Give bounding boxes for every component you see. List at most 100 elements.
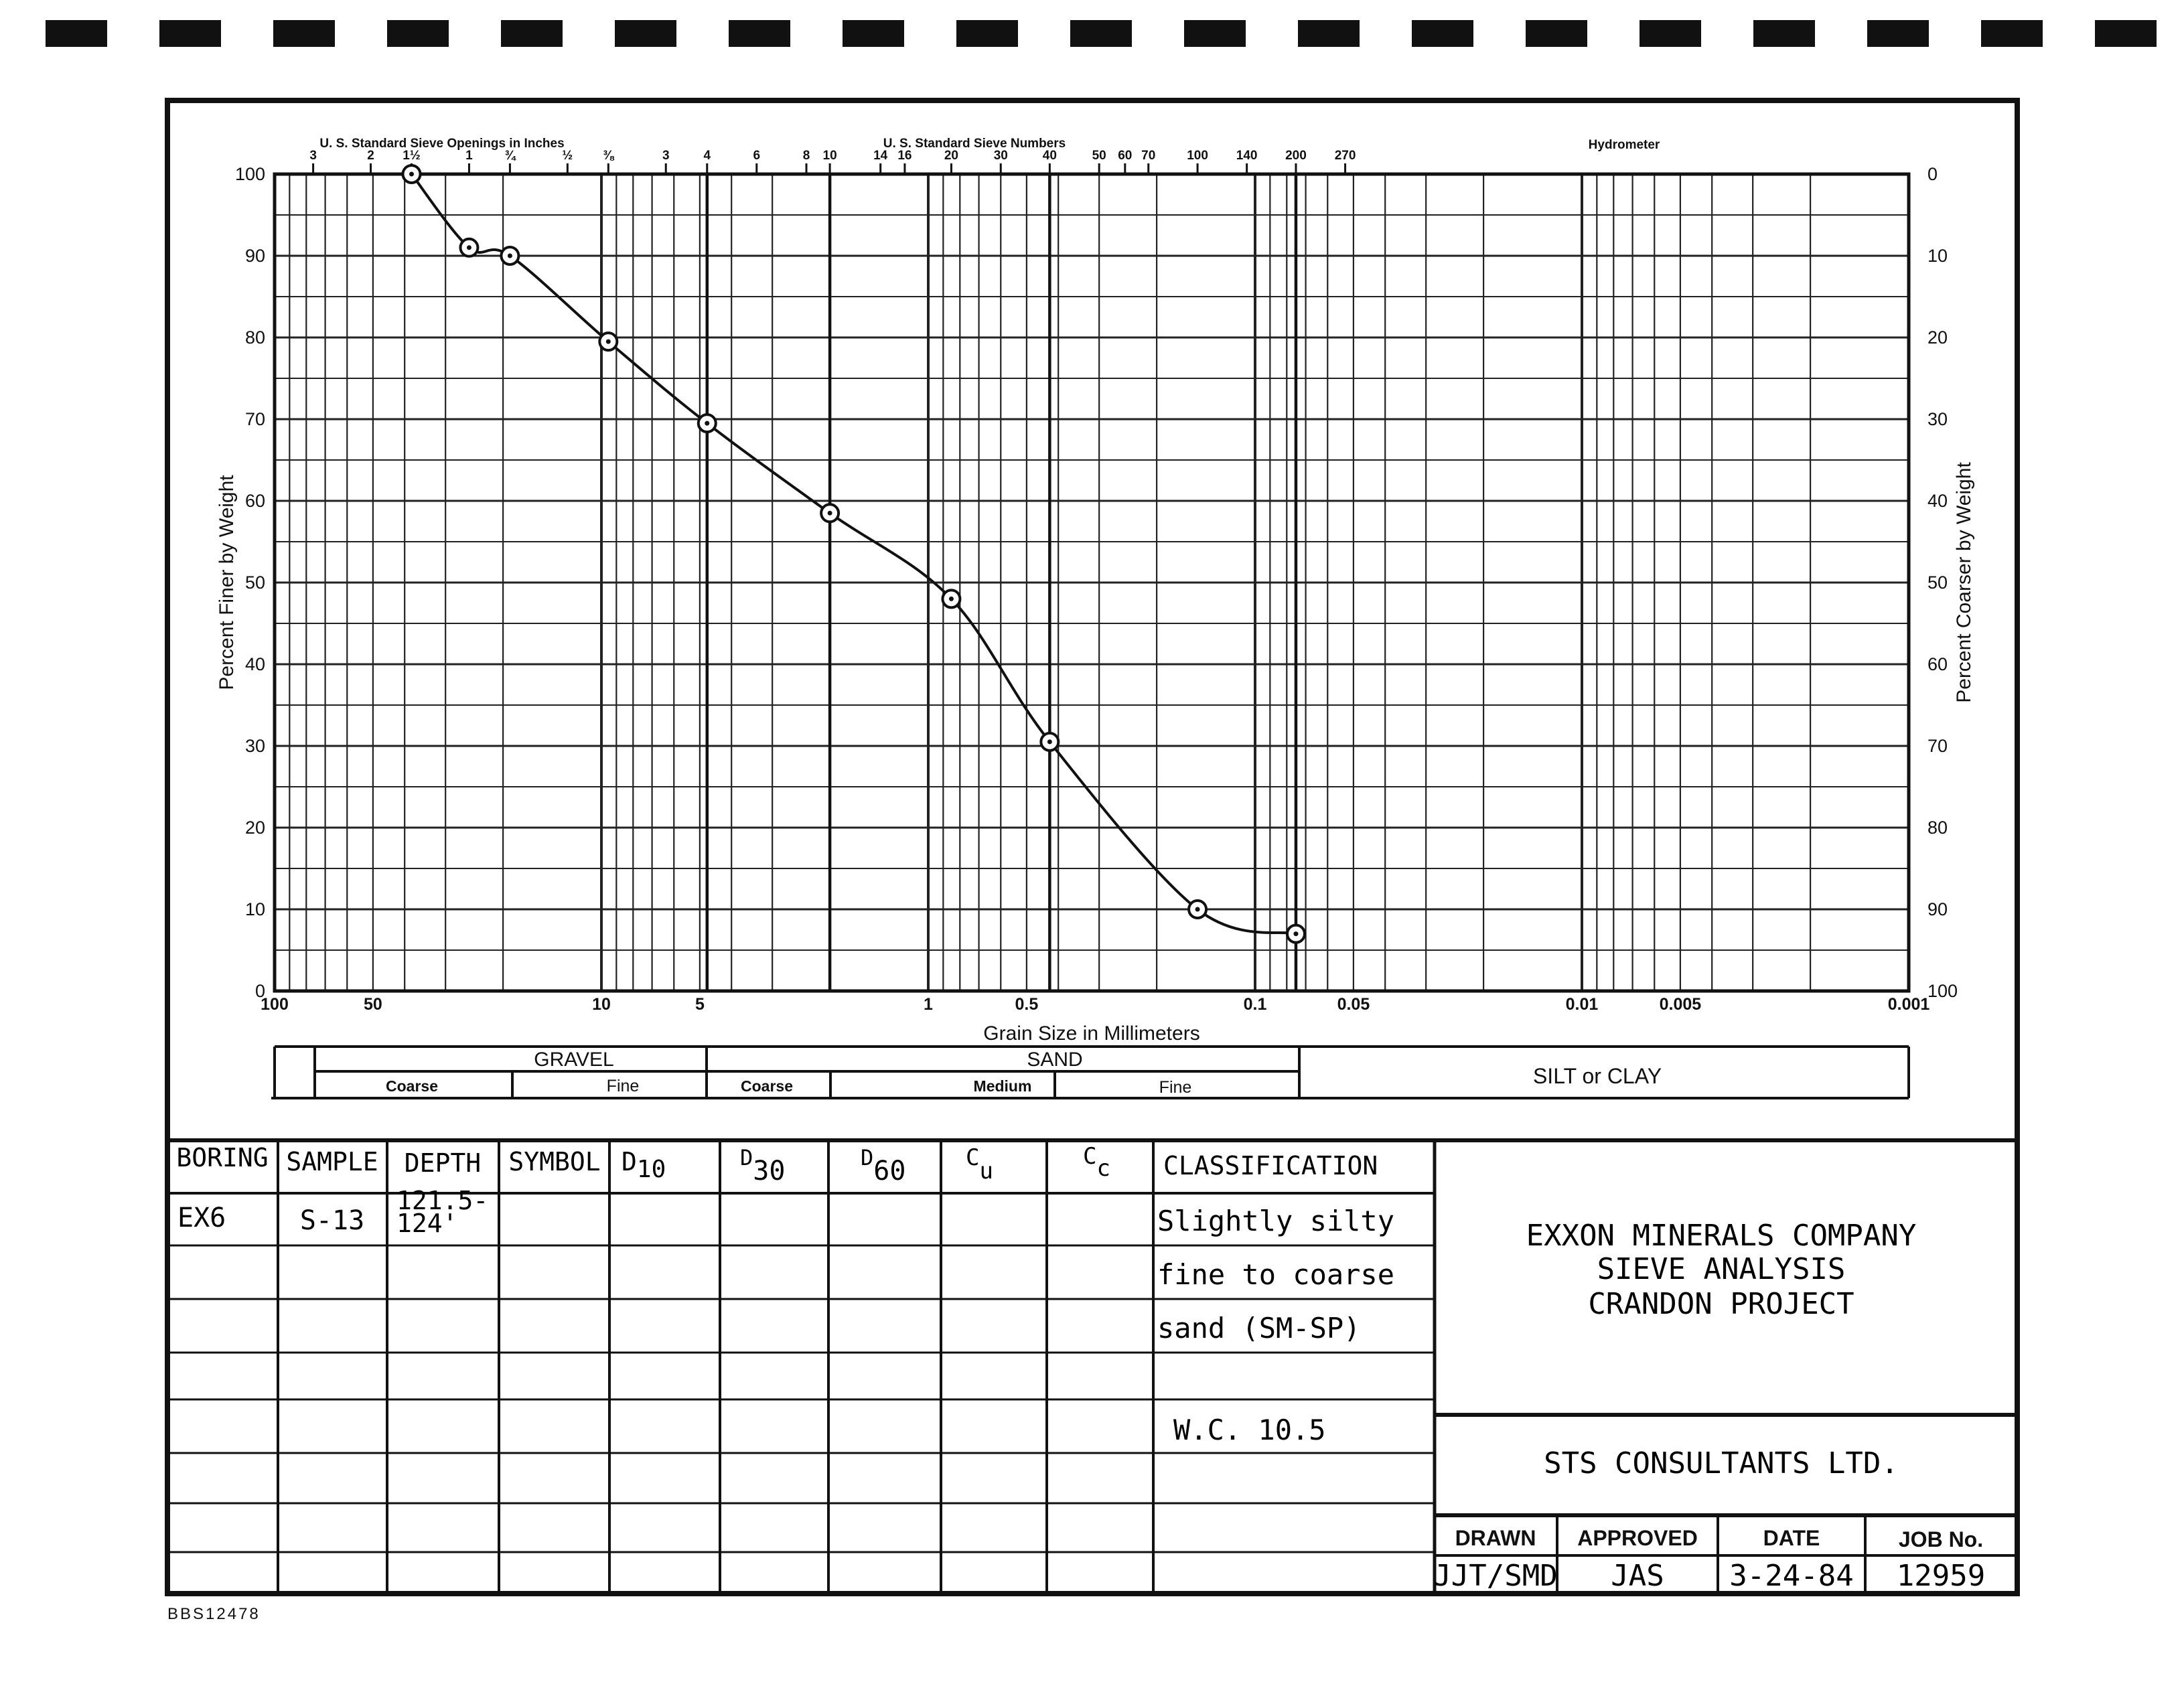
report-title: SIEVE ANALYSIS	[1597, 1252, 1846, 1286]
perforation-hole	[2095, 20, 2157, 47]
sieve-tick-label: 60	[1118, 149, 1132, 163]
sieve-tick-label: 200	[1285, 149, 1307, 163]
perforation-hole	[615, 20, 676, 47]
header-symbol: SYMBOL	[508, 1147, 600, 1176]
silt-clay-label: SILT or CLAY	[1533, 1064, 1662, 1088]
perforation-hole	[1753, 20, 1815, 47]
gradation-curve	[410, 173, 1297, 935]
y-tick-label-left: 0	[255, 981, 265, 1001]
perforation-hole	[1412, 20, 1473, 47]
data-point-center	[948, 596, 954, 601]
data-point-center	[705, 420, 710, 426]
y-tick-label-right: 0	[1927, 164, 1938, 184]
job-value: 12959	[1897, 1559, 1985, 1593]
gravel-label: GRAVEL	[534, 1049, 614, 1071]
x-tick-label: 0.01	[1566, 995, 1599, 1014]
y-tick-label-right: 50	[1927, 572, 1948, 593]
sieve-tick-label: 8	[803, 149, 810, 163]
sieve-tick-label: 2	[367, 149, 374, 163]
data-point-center	[1293, 931, 1299, 937]
y-tick-label-left: 100	[235, 164, 265, 184]
perforation-hole	[159, 20, 221, 47]
perforation-hole	[1867, 20, 1929, 47]
perforation-hole	[1640, 20, 1701, 47]
perforation-hole	[843, 20, 904, 47]
x-axis-ticks: 100 50 10 5 1 0.5 0.1 0.05 0.01 0.005 0.001	[261, 995, 1930, 1014]
perforation-hole	[387, 20, 449, 47]
y-axis-right-label: Percent Coarser by Weight	[1953, 462, 1975, 703]
x-tick-label: 50	[364, 995, 382, 1014]
perforation-hole	[1070, 20, 1132, 47]
cell-boring: EX6	[177, 1203, 226, 1233]
sieve-tick-label: 50	[1092, 149, 1106, 163]
y-tick-label-left: 70	[245, 409, 265, 429]
perforation-strip	[46, 20, 2157, 47]
sieve-tick-label: 14	[873, 149, 888, 163]
x-tick-label: 0.001	[1888, 995, 1930, 1014]
project-name: CRANDON PROJECT	[1588, 1287, 1854, 1321]
x-tick-label: 10	[592, 995, 611, 1014]
perforation-hole	[956, 20, 1018, 47]
sieve-tick-label: 140	[1236, 149, 1258, 163]
y-tick-label-left: 80	[245, 327, 265, 348]
sieve-tick-label: 1½	[403, 149, 420, 163]
y-tick-label-left: 30	[245, 736, 265, 756]
sieve-tick-label: 10	[823, 149, 837, 163]
perforation-hole	[1981, 20, 2043, 47]
top-axis-inches-title: U. S. Standard Sieve Openings in Inches	[319, 137, 564, 151]
perforation-hole	[501, 20, 563, 47]
x-tick-label: 1	[924, 995, 933, 1014]
top-sieve-ticks: 3 2 1½ 1 ¾ ½ ⅜ 3 4 6 8 10 14 16 20 30 40 50 60 70 100 140 200 2…	[309, 149, 1356, 174]
plot-area-border	[273, 172, 1911, 993]
cell-sample: S-13	[300, 1205, 364, 1236]
y-axis-left-label: Percent Finer by Weight	[216, 475, 238, 690]
chart-grid	[275, 174, 1909, 991]
perforation-hole	[1184, 20, 1246, 47]
sieve-tick-label: 16	[897, 149, 912, 163]
cell-classification-line1: Slightly silty	[1157, 1205, 1394, 1237]
y-tick-label-right: 70	[1927, 736, 1948, 756]
cell-depth-line2: 124'	[396, 1209, 458, 1238]
data-point-center	[827, 510, 832, 516]
y-tick-label-right: 40	[1927, 491, 1948, 511]
x-tick-label: 0.005	[1660, 995, 1702, 1014]
data-points	[401, 164, 1306, 944]
soil-classification-bar	[271, 1045, 1910, 1099]
sieve-tick-label: 3	[309, 149, 317, 163]
date-label: DATE	[1763, 1526, 1820, 1550]
sieve-tick-label: ¾	[504, 149, 516, 163]
x-tick-label: 0.05	[1337, 995, 1370, 1014]
y-tick-label-left: 10	[245, 899, 265, 919]
sieve-tick-label: 6	[753, 149, 760, 163]
perforation-hole	[273, 20, 335, 47]
y-tick-label-right: 100	[1927, 981, 1958, 1001]
x-tick-label: 0.1	[1244, 995, 1267, 1014]
sieve-tick-label: 30	[994, 149, 1008, 163]
sieve-tick-label: 70	[1141, 149, 1155, 163]
perforation-hole	[1526, 20, 1587, 47]
data-point-center	[507, 253, 512, 258]
header-cc: Cc	[1083, 1143, 1110, 1182]
sand-fine-label: Fine	[1159, 1078, 1192, 1097]
data-table-grid	[167, 1138, 2017, 1594]
y-tick-label-left: 40	[245, 654, 265, 674]
sieve-tick-label: 100	[1187, 149, 1208, 163]
data-point-center	[1047, 739, 1052, 745]
sand-coarse-label: Coarse	[741, 1077, 793, 1095]
consultant-name: STS CONSULTANTS LTD.	[1544, 1446, 1899, 1480]
y-tick-label-left: 20	[245, 818, 265, 838]
cell-classification-line2: fine to coarse	[1157, 1258, 1394, 1291]
x-tick-label: 100	[261, 995, 289, 1014]
gravel-fine-label: Fine	[607, 1077, 640, 1095]
sieve-tick-label: 40	[1043, 149, 1057, 163]
company-name: EXXON MINERALS COMPANY	[1526, 1219, 1917, 1253]
header-d60: D60	[861, 1145, 905, 1187]
cell-classification-line3: sand (SM-SP)	[1157, 1312, 1360, 1345]
header-depth: DEPTH	[405, 1148, 481, 1178]
sieve-tick-label: ⅜	[603, 149, 614, 163]
y-tick-label-right: 30	[1927, 409, 1948, 429]
y-tick-label-left: 50	[245, 572, 265, 593]
header-boring: BORING	[176, 1143, 268, 1172]
drawn-label: DRAWN	[1455, 1526, 1536, 1550]
